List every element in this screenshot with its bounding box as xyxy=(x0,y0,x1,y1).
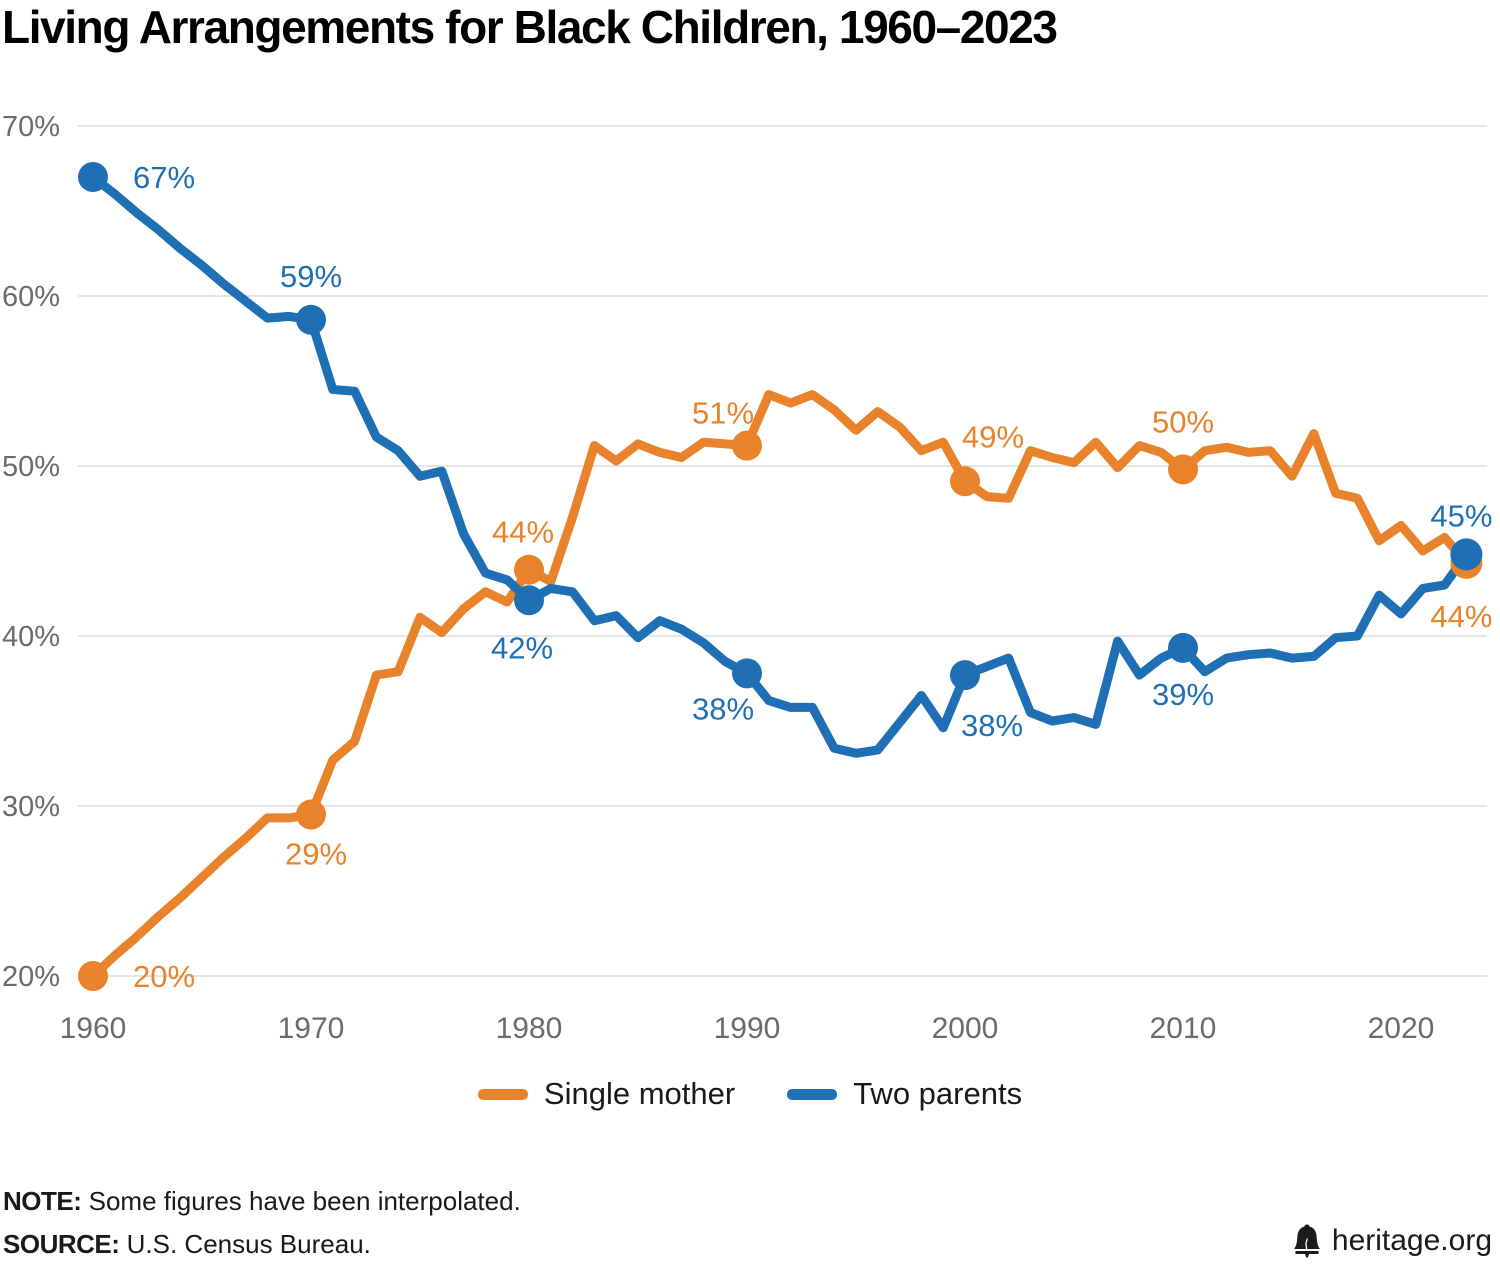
legend-swatch-two-parents-icon xyxy=(787,1088,838,1100)
data-point-label-two-parents-1960: 67% xyxy=(133,160,195,195)
legend: Single mother Two parents xyxy=(0,1076,1500,1112)
legend-item-two-parents: Two parents xyxy=(787,1076,1022,1112)
data-point-label-two-parents-1970: 59% xyxy=(280,259,342,294)
data-point-label-two-parents-2000: 38% xyxy=(961,708,1023,743)
data-point-single-mother-2000 xyxy=(950,466,980,497)
x-tick-label: 1990 xyxy=(714,1012,781,1045)
data-point-label-single-mother-1980: 44% xyxy=(492,515,554,550)
note-line: NOTE: Some figures have been interpolate… xyxy=(3,1186,521,1217)
data-point-single-mother-1960 xyxy=(78,961,108,991)
brand-text: heritage.org xyxy=(1331,1224,1492,1257)
data-point-two-parents-2010 xyxy=(1168,632,1198,663)
data-point-two-parents-2000 xyxy=(950,660,980,691)
series-line-two-parents xyxy=(88,172,1471,758)
data-point-label-single-mother-1990: 51% xyxy=(692,396,754,431)
data-point-single-mother-1980 xyxy=(514,554,544,585)
series-line-single-mother xyxy=(88,390,1471,981)
data-point-label-two-parents-2023: 45% xyxy=(1430,498,1492,533)
x-tick-label: 1960 xyxy=(60,1012,127,1045)
data-point-two-parents-1980 xyxy=(514,585,544,616)
note-text: Some figures have been interpolated. xyxy=(88,1186,521,1216)
y-tick-label: 70% xyxy=(2,111,60,143)
x-tick-label: 2020 xyxy=(1368,1012,1435,1045)
data-point-label-single-mother-1960: 20% xyxy=(133,959,195,994)
chart-title: Living Arrangements for Black Children, … xyxy=(2,1,1058,53)
data-point-label-single-mother-2000: 49% xyxy=(962,419,1024,454)
brand: heritage.org xyxy=(1292,1224,1492,1258)
legend-label-single-mother: Single mother xyxy=(543,1076,736,1111)
data-point-label-single-mother-2010: 50% xyxy=(1152,404,1214,439)
data-point-label-two-parents-1980: 42% xyxy=(491,630,553,665)
legend-item-single-mother: Single mother xyxy=(477,1076,736,1112)
source-text: U.S. Census Bureau. xyxy=(126,1229,371,1259)
data-point-label-two-parents-2010: 39% xyxy=(1152,677,1214,712)
data-point-label-single-mother-1970: 29% xyxy=(285,837,347,872)
legend-label-two-parents: Two parents xyxy=(853,1076,1023,1111)
y-tick-label: 20% xyxy=(2,961,60,993)
y-tick-label: 40% xyxy=(2,621,60,653)
data-point-two-parents-2023 xyxy=(1450,538,1483,571)
data-point-two-parents-1990 xyxy=(732,658,762,689)
heritage-bell-icon xyxy=(1293,1224,1320,1258)
data-point-single-mother-2010 xyxy=(1168,454,1198,485)
note-label: NOTE: xyxy=(3,1186,82,1216)
x-tick-label: 2010 xyxy=(1150,1012,1217,1045)
data-point-two-parents-1960 xyxy=(78,162,108,192)
y-tick-label: 30% xyxy=(2,791,60,823)
data-point-label-single-mother-2023: 44% xyxy=(1430,599,1492,634)
x-tick-label: 2000 xyxy=(932,1012,999,1045)
x-tick-label: 1980 xyxy=(496,1012,563,1045)
y-tick-label: 50% xyxy=(2,451,60,483)
data-point-label-two-parents-1990: 38% xyxy=(692,691,754,726)
source-line: SOURCE: U.S. Census Bureau. xyxy=(3,1229,371,1260)
x-tick-label: 1970 xyxy=(278,1012,345,1045)
y-tick-label: 60% xyxy=(2,281,60,313)
legend-swatch-single-mother-icon xyxy=(477,1088,528,1100)
data-point-two-parents-1970 xyxy=(296,304,326,335)
data-point-single-mother-1990 xyxy=(732,430,762,461)
data-point-single-mother-1970 xyxy=(296,799,326,830)
source-label: SOURCE: xyxy=(3,1229,120,1259)
